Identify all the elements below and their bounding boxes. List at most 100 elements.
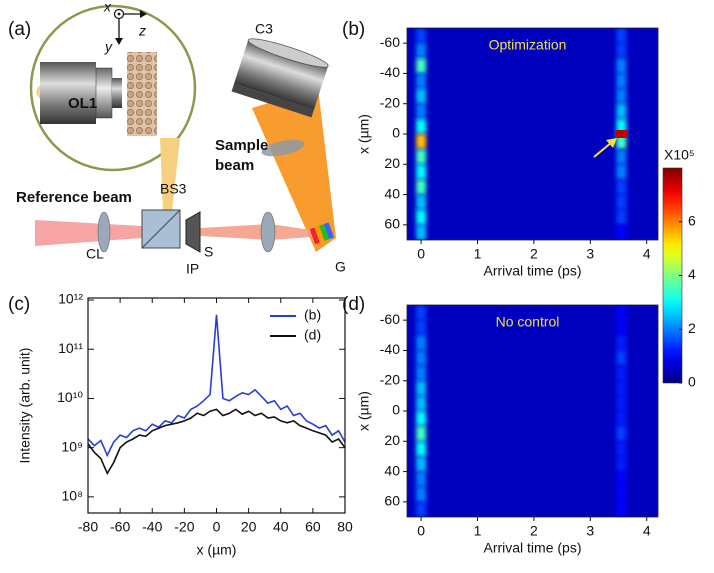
y-tick-label: 10¹² (58, 291, 83, 307)
x-tick-label: 0 (417, 523, 425, 539)
heatmap-cell (616, 411, 627, 427)
heatmap-cell (416, 335, 427, 351)
heatmap-cell (416, 164, 427, 180)
x-axis-label: Arrival time (ps) (483, 263, 581, 279)
heatmap-cell (616, 194, 627, 210)
y-tick-label: -60 (380, 34, 400, 50)
panel-label: (a) (8, 19, 31, 40)
heatmap-cell (416, 118, 427, 134)
heatmap-cell (416, 471, 427, 487)
heatmap-background (407, 305, 658, 517)
heatmap-cell (616, 164, 627, 180)
y-tick-label: -40 (380, 341, 400, 357)
heatmap-cell (616, 118, 627, 134)
camera (231, 38, 329, 118)
heatmap-cell (616, 501, 627, 517)
x-tick-label: 3 (586, 523, 594, 539)
arrow-head (115, 38, 123, 45)
focus-spot (615, 130, 628, 138)
y-axis-label: Intensity (arb. unit) (17, 348, 33, 464)
label: OL1 (68, 95, 97, 112)
series-line (88, 408, 345, 476)
colorbar-tick-label: 6 (688, 212, 696, 228)
y-tick-label: 40 (384, 185, 400, 201)
x-tick-label: 0 (213, 519, 221, 535)
label: x (103, 0, 112, 15)
lens (261, 139, 305, 157)
y-tick-label: 60 (384, 216, 400, 232)
label: Reference beam (16, 189, 132, 206)
sample (127, 52, 157, 136)
heatmap-cell (416, 395, 427, 411)
annotation: No control (496, 314, 560, 330)
x-tick-label: 1 (474, 523, 482, 539)
heatmap-cell (416, 426, 427, 442)
y-axis-label: x (µm) (356, 114, 372, 154)
reference-beam (35, 220, 142, 246)
heatmap-cell (416, 501, 427, 517)
y-tick-label: 20 (384, 432, 400, 448)
x-tick-label: 80 (337, 519, 353, 535)
grating (309, 222, 335, 245)
heatmap-cell (416, 209, 427, 225)
heatmap-cell (616, 209, 627, 225)
heatmap-cell (416, 441, 427, 457)
diagram: OL1 x y z C3 Sample beam BS3 Reference b… (16, 0, 346, 277)
camera-beam (252, 88, 336, 252)
heatmap-cell (616, 103, 627, 119)
x-tick-label: 4 (643, 246, 651, 262)
label: Sample (215, 137, 268, 154)
x-tick-label: 0 (417, 246, 425, 262)
heatmap-cells (416, 305, 627, 517)
annotation: Optimization (489, 37, 567, 53)
x-tick-label: 2 (530, 246, 538, 262)
label: y (104, 39, 113, 55)
label: CL (86, 246, 104, 262)
x-tick-label: 60 (305, 519, 321, 535)
heatmap-cell (416, 103, 427, 119)
heatmap-cell (416, 88, 427, 104)
lens-cl (97, 211, 111, 253)
x-tick-label: 2 (530, 523, 538, 539)
y-tick-label: -60 (380, 311, 400, 327)
label: z (138, 23, 146, 39)
x-tick-label: -40 (142, 519, 162, 535)
x-axis-label: Arrival time (ps) (483, 540, 581, 556)
y-tick-label: 0 (392, 125, 400, 141)
heatmap-cell (616, 73, 627, 89)
x-tick-label: -80 (78, 519, 98, 535)
label: beam (215, 157, 254, 174)
arrow-head (140, 10, 147, 18)
heatmap-cell (616, 335, 627, 351)
y-tick-label: 10⁸ (62, 488, 84, 504)
heatmap-cell (616, 441, 627, 457)
axis-dot (117, 12, 121, 16)
label: C3 (255, 21, 273, 37)
heatmap-cell (616, 224, 627, 240)
heatmap-cell (616, 365, 627, 381)
y-tick-label: 0 (392, 402, 400, 418)
y-tick-label: 10⁹ (61, 438, 83, 454)
heatmap-cell (416, 58, 427, 74)
y-tick-label: 40 (384, 462, 400, 478)
heatmap-cell (416, 456, 427, 472)
panel-label: (b) (342, 19, 365, 40)
heatmap-cell (416, 28, 427, 44)
x-axis-label: x (µm) (197, 542, 237, 558)
label: G (335, 259, 346, 275)
heatmap-cell (616, 426, 627, 442)
beam-splitter-diagonal (141, 209, 181, 249)
legend-label: (d) (304, 327, 321, 343)
heatmap-cell (616, 28, 627, 44)
label: BS3 (160, 181, 187, 197)
x-tick-label: 40 (273, 519, 289, 535)
heatmap-cell (416, 194, 427, 210)
heatmap-cell (616, 320, 627, 336)
label: S (204, 244, 213, 260)
heatmap-cell (616, 350, 627, 366)
label: IP (186, 261, 199, 277)
heatmap-cell (416, 411, 427, 427)
panel-label: (c) (8, 294, 30, 315)
x-tick-label: 3 (586, 246, 594, 262)
